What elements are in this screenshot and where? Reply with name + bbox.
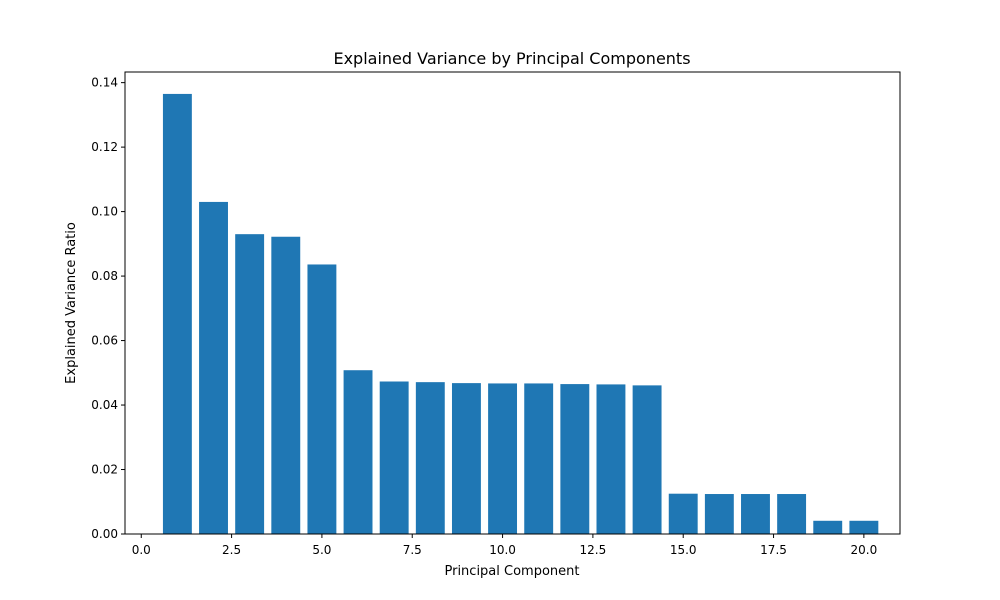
- bars-group: [162, 93, 879, 534]
- bar-pc-16: [704, 494, 734, 534]
- bar-pc-2: [199, 201, 228, 534]
- chart-title: Explained Variance by Principal Componen…: [333, 49, 690, 68]
- bar-pc-18: [777, 494, 807, 534]
- y-tick-label: 0.10: [91, 205, 118, 219]
- y-axis-ticks: 0.00 0.02 0.04 0.06 0.08 0.10 0.12 0.14: [91, 76, 125, 541]
- x-tick-label: 20.0: [851, 543, 878, 557]
- bar-pc-7: [379, 381, 409, 534]
- bar-pc-20: [849, 520, 879, 534]
- bar-pc-6: [343, 370, 373, 534]
- x-tick-label: 0.0: [132, 543, 151, 557]
- x-tick-label: 2.5: [222, 543, 241, 557]
- y-tick-label: 0.08: [91, 269, 118, 283]
- bar-pc-12: [560, 384, 590, 534]
- bar-pc-17: [741, 494, 770, 534]
- y-tick-label: 0.06: [91, 334, 118, 348]
- bar-pc-1: [162, 93, 192, 534]
- x-tick-label: 12.5: [580, 543, 607, 557]
- bar-pc-9: [451, 383, 481, 534]
- bar-pc-14: [632, 385, 662, 534]
- bar-pc-11: [524, 383, 554, 534]
- x-tick-label: 17.5: [760, 543, 787, 557]
- bar-pc-10: [488, 383, 518, 534]
- y-tick-label: 0.14: [91, 76, 118, 90]
- x-tick-label: 7.5: [403, 543, 422, 557]
- bar-pc-8: [415, 382, 445, 534]
- x-axis-label: Principal Component: [444, 564, 579, 579]
- bar-pc-15: [668, 493, 698, 534]
- x-tick-label: 15.0: [670, 543, 697, 557]
- y-tick-label: 0.00: [91, 527, 118, 541]
- y-tick-label: 0.04: [91, 398, 118, 412]
- x-axis-ticks: 0.0 2.5 5.0 7.5 10.0 12.5 15.0 17.5 20.0: [132, 534, 878, 557]
- bar-pc-5: [307, 264, 337, 534]
- y-axis-label: Explained Variance Ratio: [64, 222, 79, 384]
- bar-pc-19: [813, 520, 843, 534]
- y-tick-label: 0.02: [91, 463, 118, 477]
- bar-pc-4: [271, 236, 301, 534]
- x-tick-label: 10.0: [489, 543, 516, 557]
- bar-pc-13: [596, 384, 626, 534]
- y-tick-label: 0.12: [91, 140, 118, 154]
- bar-pc-3: [235, 234, 265, 534]
- plot-frame: [124, 71, 901, 535]
- x-tick-label: 5.0: [312, 543, 331, 557]
